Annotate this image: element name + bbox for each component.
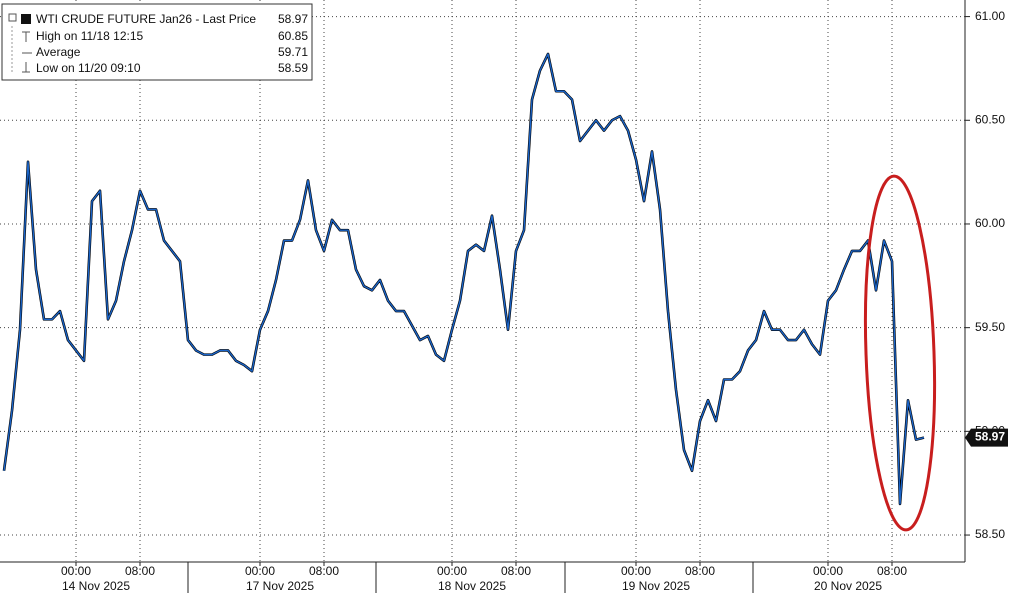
legend-value: 60.85 [278, 29, 308, 43]
x-date-label: 20 Nov 2025 [814, 579, 882, 593]
y-tick-label: 59.50 [975, 320, 1005, 334]
y-tick-label: 60.00 [975, 216, 1005, 230]
legend-icon [22, 31, 30, 42]
legend-title: WTI CRUDE FUTURE Jan26 - Last Price [36, 12, 256, 26]
y-tick-label: 58.50 [975, 527, 1005, 541]
legend-label: Low on 11/20 09:10 [36, 61, 141, 75]
x-tick-label: 00:00 [437, 564, 467, 578]
legend: WTI CRUDE FUTURE Jan26 - Last Price 58.9… [1, 3, 313, 81]
y-tick-label: 61.00 [975, 9, 1005, 23]
x-tick-label: 08:00 [501, 564, 531, 578]
x-date-label: 19 Nov 2025 [622, 579, 690, 593]
legend-swatch [21, 14, 31, 24]
legend-icon [8, 13, 17, 22]
legend-value: 59.71 [278, 45, 308, 59]
legend-value: 58.59 [278, 61, 308, 75]
price-line [3, 53, 925, 505]
x-date-label: 17 Nov 2025 [246, 579, 314, 593]
legend-label: High on 11/18 12:15 [36, 29, 144, 43]
legend-label: Average [36, 45, 81, 59]
x-date-label: 18 Nov 2025 [438, 579, 506, 593]
highlight-ellipse [863, 174, 937, 532]
x-tick-label: 08:00 [877, 564, 907, 578]
last-price-label: 58.97 [975, 430, 1005, 444]
y-tick-label: 60.50 [975, 112, 1005, 126]
x-tick-label: 08:00 [125, 564, 155, 578]
x-tick-label: 00:00 [61, 564, 91, 578]
x-tick-label: 00:00 [813, 564, 843, 578]
legend-box [1, 3, 313, 81]
x-tick-label: 00:00 [621, 564, 651, 578]
x-tick-label: 00:00 [245, 564, 275, 578]
legend-icon [22, 62, 30, 73]
x-tick-label: 08:00 [309, 564, 339, 578]
plot [2, 52, 925, 506]
x-date-label: 14 Nov 2025 [62, 579, 130, 593]
x-tick-label: 08:00 [685, 564, 715, 578]
last-price-tag [965, 428, 1008, 447]
legend-last: 58.97 [278, 12, 308, 26]
